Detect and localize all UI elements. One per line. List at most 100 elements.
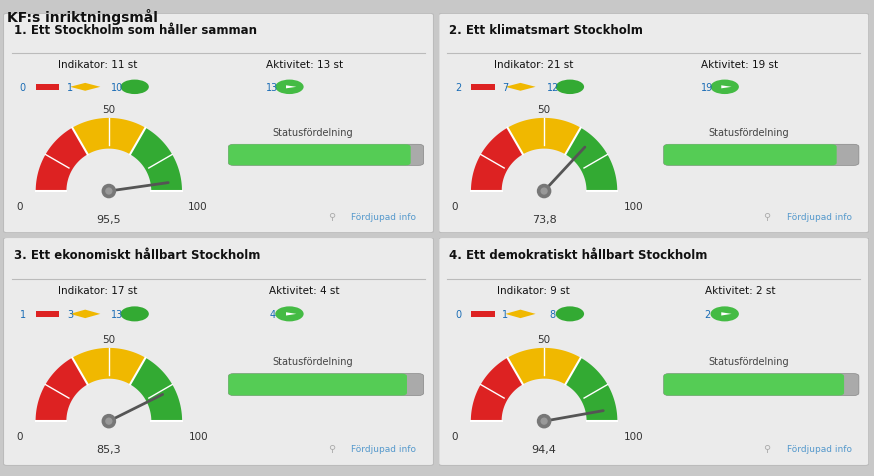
FancyBboxPatch shape	[471, 85, 495, 90]
Text: 1: 1	[503, 309, 509, 319]
Text: Statusfördelning: Statusfördelning	[273, 128, 353, 138]
Circle shape	[275, 80, 303, 95]
Circle shape	[106, 188, 112, 195]
Text: Fördjupad info: Fördjupad info	[787, 212, 851, 221]
Circle shape	[711, 307, 739, 322]
FancyBboxPatch shape	[663, 145, 836, 166]
Text: 19: 19	[701, 83, 714, 93]
Text: 50: 50	[102, 335, 115, 344]
Text: 0: 0	[452, 431, 458, 441]
Circle shape	[711, 80, 739, 95]
Text: Indikator: 17 st: Indikator: 17 st	[59, 286, 138, 296]
FancyBboxPatch shape	[471, 311, 495, 317]
Circle shape	[541, 188, 547, 195]
Circle shape	[102, 415, 115, 428]
Text: ⚲: ⚲	[763, 211, 771, 221]
Text: Aktivitet: 4 st: Aktivitet: 4 st	[269, 286, 340, 296]
Text: 0: 0	[20, 83, 26, 93]
Circle shape	[275, 307, 303, 322]
FancyBboxPatch shape	[228, 374, 407, 396]
Text: 73,8: 73,8	[531, 214, 557, 224]
Circle shape	[538, 185, 551, 198]
FancyBboxPatch shape	[3, 238, 434, 466]
Circle shape	[538, 415, 551, 428]
Polygon shape	[70, 84, 101, 91]
FancyBboxPatch shape	[663, 374, 859, 396]
FancyBboxPatch shape	[439, 238, 869, 466]
Text: 50: 50	[538, 105, 551, 115]
Text: 85,3: 85,3	[96, 444, 121, 454]
Text: 100: 100	[624, 431, 643, 441]
Polygon shape	[721, 313, 732, 316]
Text: 13: 13	[266, 83, 279, 93]
Circle shape	[541, 418, 547, 424]
Polygon shape	[73, 348, 145, 385]
Text: 0: 0	[455, 309, 461, 319]
Text: Fördjupad info: Fördjupad info	[351, 444, 416, 453]
Circle shape	[102, 185, 115, 198]
Polygon shape	[505, 84, 536, 91]
Text: 100: 100	[189, 431, 208, 441]
Text: 94,4: 94,4	[531, 444, 557, 454]
Text: 13: 13	[111, 309, 123, 319]
Text: Aktivitet: 13 st: Aktivitet: 13 st	[266, 60, 343, 70]
Polygon shape	[130, 358, 182, 421]
Polygon shape	[70, 310, 101, 318]
Polygon shape	[508, 119, 580, 155]
Text: 3. Ett ekonomiskt hållbart Stockholm: 3. Ett ekonomiskt hållbart Stockholm	[14, 248, 260, 261]
Text: Indikator: 21 st: Indikator: 21 st	[494, 60, 573, 70]
Text: 12: 12	[546, 83, 558, 93]
Text: Aktivitet: 19 st: Aktivitet: 19 st	[701, 60, 779, 70]
Polygon shape	[36, 129, 87, 192]
Circle shape	[121, 307, 149, 322]
FancyBboxPatch shape	[228, 374, 424, 396]
Text: 4. Ett demokratiskt hållbart Stockholm: 4. Ett demokratiskt hållbart Stockholm	[449, 248, 708, 261]
Circle shape	[121, 80, 149, 95]
Text: 50: 50	[538, 335, 551, 344]
FancyBboxPatch shape	[36, 85, 59, 90]
Text: Statusfördelning: Statusfördelning	[708, 128, 788, 138]
Circle shape	[556, 80, 584, 95]
Polygon shape	[505, 310, 536, 318]
Text: Indikator: 11 st: Indikator: 11 st	[59, 60, 138, 70]
Polygon shape	[36, 358, 87, 421]
Text: Indikator: 9 st: Indikator: 9 st	[497, 286, 570, 296]
Text: 50: 50	[102, 105, 115, 115]
Polygon shape	[565, 129, 617, 192]
Text: 1: 1	[20, 309, 26, 319]
Polygon shape	[721, 86, 732, 89]
Text: 3: 3	[67, 309, 73, 319]
Polygon shape	[508, 348, 580, 385]
Text: 4: 4	[269, 309, 275, 319]
Polygon shape	[471, 358, 523, 421]
Polygon shape	[130, 129, 182, 192]
FancyBboxPatch shape	[663, 145, 859, 166]
Text: ⚲: ⚲	[763, 443, 771, 453]
FancyBboxPatch shape	[36, 311, 59, 317]
FancyBboxPatch shape	[3, 14, 434, 233]
Text: Statusfördelning: Statusfördelning	[273, 357, 353, 367]
Text: 0: 0	[17, 201, 23, 211]
Text: 2: 2	[704, 309, 711, 319]
Text: 8: 8	[550, 309, 556, 319]
Text: 0: 0	[452, 201, 458, 211]
Text: KF:s inriktningsmål: KF:s inriktningsmål	[7, 9, 158, 25]
Text: 100: 100	[188, 201, 208, 211]
Text: Aktivitet: 2 st: Aktivitet: 2 st	[704, 286, 775, 296]
Circle shape	[106, 418, 112, 424]
FancyBboxPatch shape	[439, 14, 869, 233]
Polygon shape	[471, 129, 523, 192]
Text: 2: 2	[455, 83, 461, 93]
Text: 7: 7	[503, 83, 509, 93]
Text: 1: 1	[67, 83, 73, 93]
Text: Statusfördelning: Statusfördelning	[708, 357, 788, 367]
Circle shape	[556, 307, 584, 322]
Text: ⚲: ⚲	[328, 443, 336, 453]
FancyBboxPatch shape	[663, 374, 844, 396]
Polygon shape	[286, 86, 296, 89]
Polygon shape	[73, 119, 145, 155]
Polygon shape	[286, 313, 296, 316]
Text: 0: 0	[17, 431, 23, 441]
Text: 1. Ett Stockholm som håller samman: 1. Ett Stockholm som håller samman	[14, 24, 257, 37]
Text: Fördjupad info: Fördjupad info	[351, 212, 416, 221]
